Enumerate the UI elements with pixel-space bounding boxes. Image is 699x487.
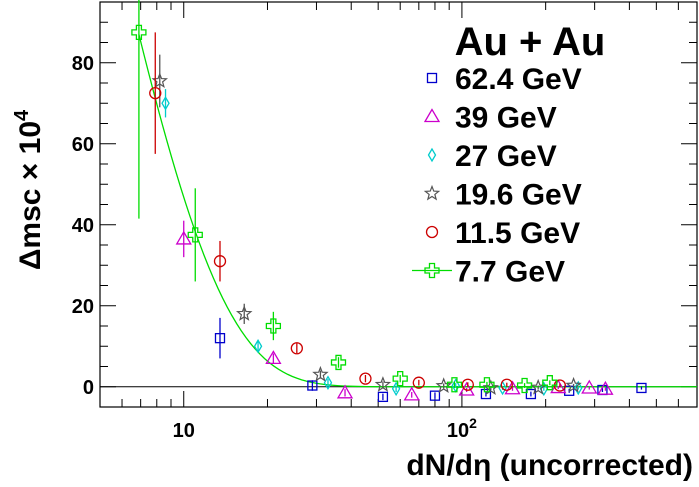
legend-marker — [425, 225, 439, 239]
data-point — [480, 388, 492, 400]
data-point — [374, 376, 392, 392]
data-point — [265, 318, 282, 334]
data-point — [235, 305, 253, 321]
legend-title: Au + Au — [455, 20, 606, 64]
data-point — [542, 375, 558, 391]
legend-label: 11.5 GeV — [455, 217, 580, 250]
data-point — [359, 372, 372, 385]
data-point — [377, 391, 389, 403]
series-11-5-gev — [149, 32, 567, 392]
data-series — [131, 0, 697, 403]
data-point — [323, 375, 333, 390]
data-point — [504, 380, 521, 395]
series-7-7-gev — [131, 0, 558, 394]
y-axis-title-exponent: 4 — [11, 109, 33, 121]
data-point — [498, 380, 507, 396]
data-point — [446, 377, 463, 393]
x-tick-label: 102 — [447, 415, 477, 442]
fit-curve — [138, 34, 697, 388]
legend-entry: 11.5 GeV — [425, 217, 580, 250]
y-tick-label: 40 — [72, 215, 94, 237]
y-tick-label: 60 — [72, 134, 94, 156]
data-point — [482, 379, 500, 395]
y-tick-label: 20 — [72, 296, 94, 318]
data-point — [131, 24, 147, 41]
legend-marker — [423, 184, 441, 201]
data-point — [149, 86, 162, 100]
x-tick-label-base: 10 — [173, 420, 195, 442]
y-axis-title: Δmsc × 104 — [11, 109, 47, 270]
data-point — [312, 365, 329, 382]
data-point — [525, 388, 537, 400]
legend-label: 27 GeV — [455, 140, 557, 173]
data-point — [265, 350, 282, 365]
legend-entry: 27 GeV — [427, 140, 557, 173]
legend-label: 62.4 GeV — [455, 63, 582, 96]
legend-marker — [427, 147, 437, 163]
data-point — [330, 354, 347, 371]
plot-border — [99, 1, 698, 408]
data-point — [581, 379, 598, 394]
data-point — [597, 380, 614, 395]
legend-label: 19.6 GeV — [455, 179, 582, 212]
data-point — [636, 382, 647, 394]
x-axis-title: dN/dη (uncorrected) — [406, 449, 693, 482]
data-point — [336, 384, 354, 399]
data-point — [565, 376, 582, 393]
series-19-6-gev — [151, 54, 582, 395]
data-point — [539, 381, 549, 397]
legend-entry: 19.6 GeV — [423, 179, 582, 212]
plot-frame — [99, 1, 698, 408]
data-point — [214, 332, 226, 344]
data-point — [307, 380, 318, 391]
y-axis-title-main: Δmsc × 10 — [14, 121, 47, 270]
data-point — [392, 370, 408, 387]
y-tick-label: 80 — [72, 53, 94, 75]
y-tick-label: 0 — [83, 377, 94, 399]
x-tick-label: 10 — [173, 420, 195, 442]
data-point — [403, 386, 420, 401]
data-point — [574, 380, 583, 396]
x-tick-label-base: 10 — [447, 420, 469, 442]
legend-entry: 62.4 GeV — [426, 63, 582, 96]
data-point — [253, 338, 263, 354]
legend-entry: 39 GeV — [423, 102, 557, 135]
data-point — [175, 230, 192, 245]
legend-marker — [423, 108, 441, 123]
legend-label: 39 GeV — [455, 102, 557, 135]
legend-label: 7.7 GeV — [455, 256, 565, 289]
series-39-gev — [175, 220, 614, 401]
legend-marker — [426, 72, 438, 84]
data-point — [461, 378, 474, 391]
data-point — [435, 377, 452, 393]
data-point — [290, 342, 303, 355]
data-point — [187, 227, 203, 243]
data-point — [213, 255, 227, 268]
data-point — [429, 390, 441, 401]
data-point — [479, 377, 495, 393]
data-point — [412, 376, 425, 389]
data-point — [516, 377, 533, 394]
legend-marker — [424, 262, 440, 279]
data-point — [500, 378, 513, 391]
legend-entry: 7.7 GeV — [412, 256, 565, 289]
data-point — [391, 381, 401, 397]
data-point — [161, 95, 170, 111]
x-tick-label-exponent: 2 — [469, 415, 477, 431]
